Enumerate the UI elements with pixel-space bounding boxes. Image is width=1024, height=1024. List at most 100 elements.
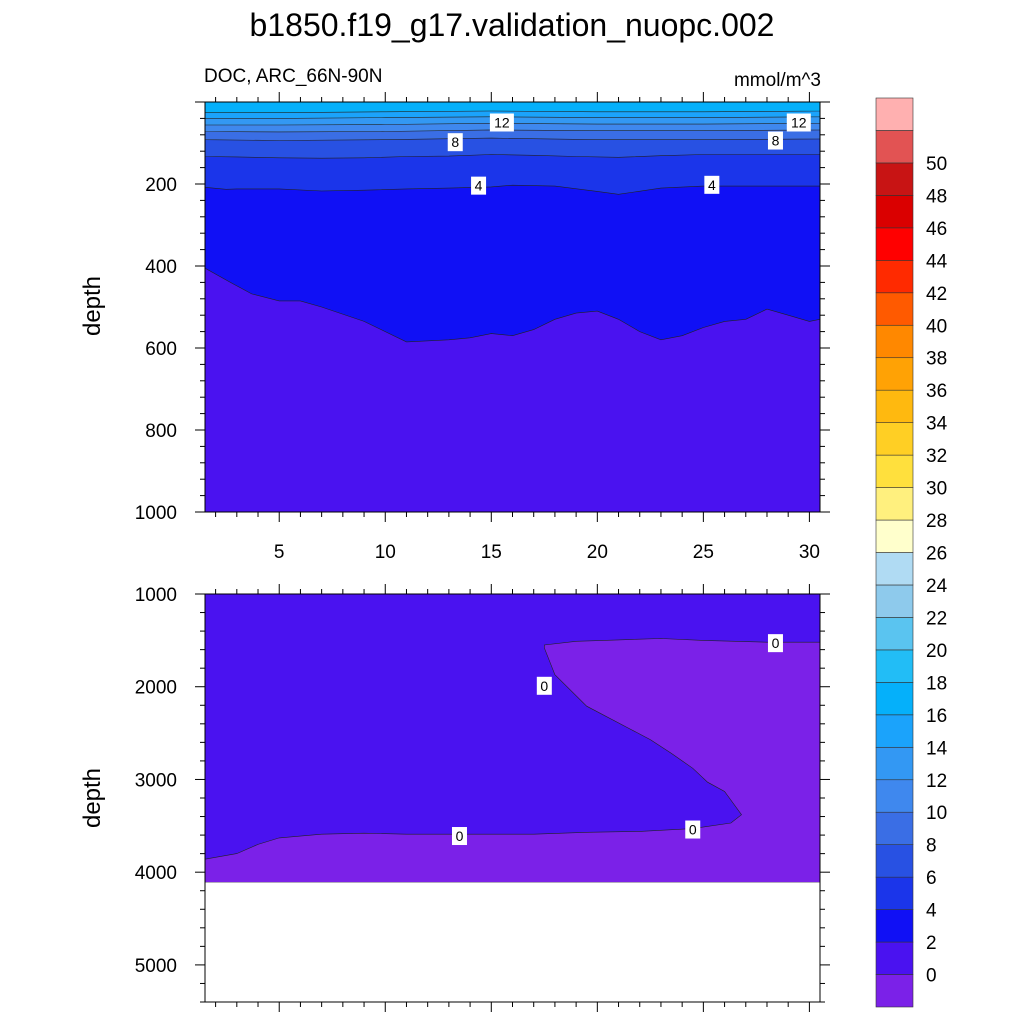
contour-band-16 — [205, 102, 820, 113]
contour-label-box — [767, 131, 783, 150]
colorbar-label: 44 — [926, 251, 948, 272]
y-tick-label: 5000 — [135, 956, 177, 977]
contour-label: 0 — [689, 822, 697, 838]
contour-label-box — [704, 175, 720, 194]
colorbar-swatch — [875, 714, 914, 748]
figure-title: b1850.f19_g17.validation_nuopc.002 — [250, 7, 775, 43]
colorbar-label: 26 — [926, 544, 947, 565]
colorbar-label: 22 — [926, 608, 947, 629]
colorbar-label: 34 — [926, 414, 948, 435]
y-tick-label: 3000 — [135, 770, 177, 791]
colorbar-label: 4 — [926, 901, 937, 922]
colorbar-label: 32 — [926, 446, 947, 467]
colorbar-swatch — [875, 779, 914, 813]
y-tick-label: 600 — [145, 339, 177, 360]
lower-panel: 1000 2000 3000 4000 5000 depth 0 0 0 0 — [79, 584, 830, 1012]
colorbar-swatch — [875, 876, 914, 910]
colorbar-label: 12 — [926, 771, 947, 792]
contour-label-box — [786, 113, 811, 132]
colorbar-swatch — [875, 97, 914, 131]
colorbar-label: 18 — [926, 673, 947, 694]
contour-label-box — [536, 676, 552, 695]
x-tick-label: 20 — [587, 542, 608, 563]
contour-label-box — [489, 113, 514, 132]
colorbar-label: 16 — [926, 706, 947, 727]
y-tick-label: 1000 — [135, 503, 177, 524]
contour-fills — [205, 594, 820, 1002]
colorbar-label: 48 — [926, 186, 947, 207]
colorbar-label: 24 — [926, 576, 948, 597]
x-tick-label: 10 — [375, 542, 396, 563]
colorbar-swatch — [875, 746, 914, 781]
contour-label: 4 — [708, 177, 716, 193]
contour-label: 12 — [494, 115, 510, 131]
x-tick-label: 15 — [481, 542, 502, 563]
y-tick-label: 1000 — [135, 585, 177, 606]
contour-label: 0 — [540, 678, 548, 694]
colorbar-swatch — [875, 162, 914, 196]
x-tick-label: 30 — [799, 542, 820, 563]
contour-label-box — [451, 827, 467, 846]
colorbar-label: 10 — [926, 803, 947, 824]
colorbar-swatch — [875, 909, 914, 943]
variable-label: DOC, ARC_66N-90N — [204, 66, 382, 87]
colorbar-swatch — [875, 422, 914, 456]
colorbar-swatch — [875, 974, 914, 1008]
contour-label: 8 — [451, 134, 459, 150]
colorbar-label: 28 — [926, 511, 947, 532]
y-axis-label: depth — [79, 768, 106, 828]
colorbar-swatch — [875, 292, 914, 326]
colorbar-swatch — [875, 519, 914, 553]
colorbar-swatch — [875, 682, 914, 716]
colorbar-swatch — [875, 811, 914, 845]
colorbar-swatch — [875, 227, 914, 261]
colorbar-swatch — [875, 617, 914, 651]
no-data-region — [205, 882, 820, 1002]
contour-label-box — [767, 634, 783, 653]
colorbar-label: 46 — [926, 219, 947, 240]
colorbar-swatch — [875, 389, 914, 423]
colorbar-label: 14 — [926, 738, 948, 759]
colorbar-label: 42 — [926, 284, 947, 305]
contour-label-box — [447, 133, 463, 152]
colorbar-swatch — [875, 941, 914, 975]
colorbar-swatch — [875, 130, 914, 164]
colorbar-label: 6 — [926, 868, 937, 889]
colorbar-swatch — [875, 649, 914, 683]
colorbar-swatch — [875, 584, 914, 618]
colorbar-label: 50 — [926, 154, 947, 175]
contour-label: 8 — [772, 133, 780, 149]
y-tick-label: 4000 — [135, 863, 177, 884]
contour-label-box — [685, 820, 701, 839]
colorbar-swatch — [875, 260, 914, 294]
colorbar-label: 0 — [926, 966, 937, 987]
colorbar-swatch — [875, 844, 914, 878]
colorbar-swatch — [875, 357, 914, 391]
y-tick-label: 400 — [145, 257, 177, 278]
colorbar-swatch — [875, 324, 914, 359]
upper-panel: 5 10 15 20 25 30 200 400 600 800 1000 depth 12 12 8 8 4 4 — [79, 92, 830, 563]
colorbar-label: 40 — [926, 316, 947, 337]
contour-label-box — [471, 176, 487, 195]
colorbar-swatch — [875, 195, 914, 229]
colorbar: 0246810121416182022242628303234363840424… — [875, 97, 948, 1008]
contour-label: 12 — [791, 115, 807, 131]
colorbar-label: 20 — [926, 641, 947, 662]
colorbar-label: 30 — [926, 479, 947, 500]
y-tick-label: 200 — [145, 175, 177, 196]
colorbar-label: 8 — [926, 836, 937, 857]
contour-label: 0 — [772, 635, 780, 651]
colorbar-swatch — [875, 487, 914, 521]
colorbar-label: 2 — [926, 933, 937, 954]
y-tick-label: 800 — [145, 421, 177, 442]
y-axis-label: depth — [79, 276, 106, 336]
contour-fills — [205, 102, 820, 512]
colorbar-swatch — [875, 552, 914, 586]
contour-label: 4 — [475, 178, 483, 194]
x-tick-label: 25 — [693, 542, 714, 563]
contour-band-below-0 — [205, 638, 820, 883]
colorbar-label: 38 — [926, 349, 947, 370]
x-tick-label: 5 — [274, 542, 285, 563]
colorbar-label: 36 — [926, 381, 947, 402]
